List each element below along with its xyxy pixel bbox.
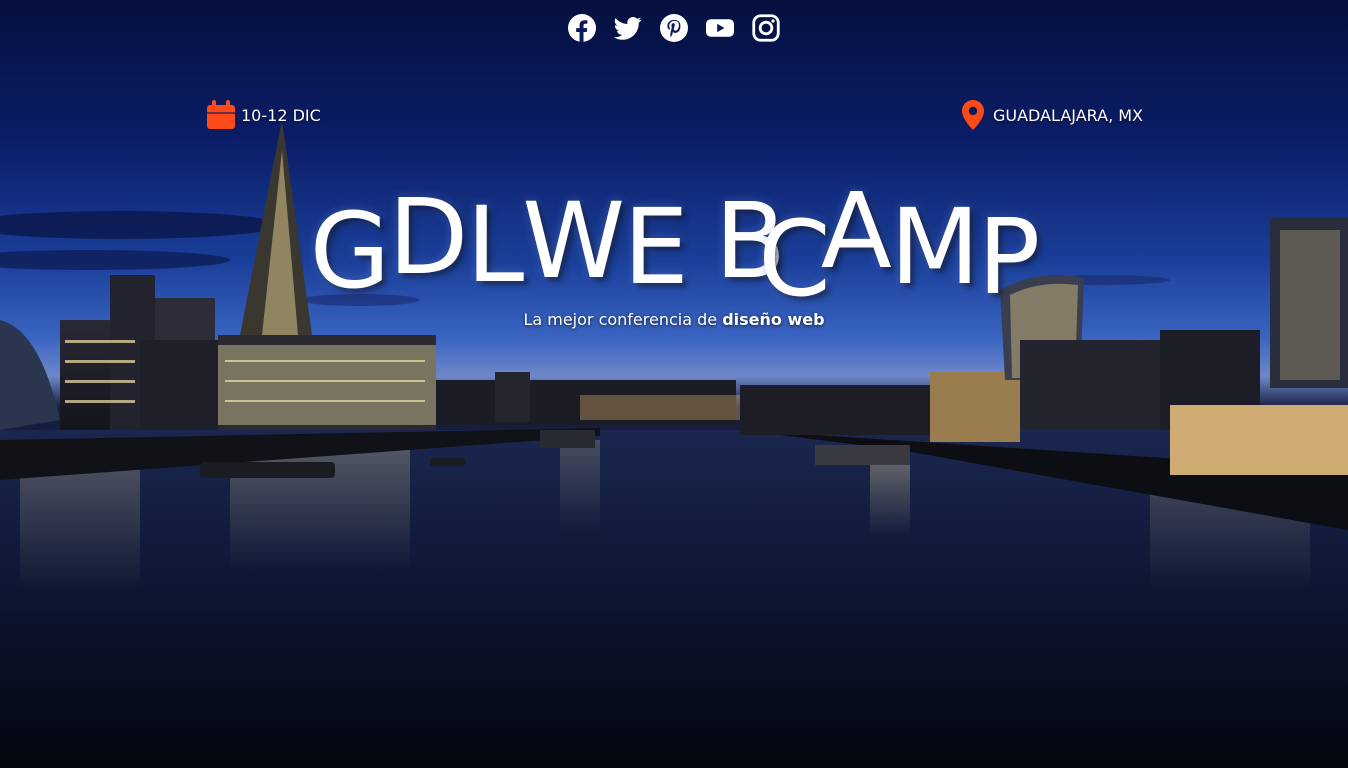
site-subtitle: La mejor conferencia de diseño web — [0, 310, 1348, 329]
title-letter: G — [309, 190, 391, 313]
title-letter: P — [977, 196, 1041, 319]
twitter-icon — [614, 17, 642, 40]
instagram-link[interactable] — [752, 12, 780, 44]
pinterest-icon — [660, 14, 688, 42]
title-letter: L — [466, 184, 524, 307]
facebook-icon — [568, 14, 596, 42]
title-letter: C — [758, 198, 831, 321]
subtitle-emphasis: diseño web — [722, 310, 825, 329]
title-letter: W — [522, 180, 625, 303]
title-letter: D — [388, 176, 468, 299]
event-date-text: 10-12 DIC — [241, 105, 321, 125]
map-marker-icon — [962, 100, 984, 130]
pinterest-link[interactable] — [660, 12, 688, 44]
twitter-link[interactable] — [614, 12, 642, 44]
facebook-link[interactable] — [568, 12, 596, 44]
title-letter: M — [889, 186, 980, 309]
event-date: 10-12 DIC — [207, 100, 321, 130]
youtube-link[interactable] — [706, 12, 734, 44]
title-letter: E — [623, 186, 689, 309]
instagram-icon — [752, 14, 780, 42]
site-title: G D L W E B C A M P — [0, 170, 1348, 321]
event-location-text: GUADALAJARA, MX — [993, 105, 1143, 125]
title-letter: A — [820, 170, 892, 293]
event-location: GUADALAJARA, MX — [959, 100, 1143, 130]
social-links — [0, 12, 1348, 44]
subtitle-prefix: La mejor conferencia de — [523, 310, 723, 329]
title-letter: B — [714, 180, 786, 303]
youtube-icon — [706, 19, 734, 37]
calendar-icon — [207, 100, 235, 129]
